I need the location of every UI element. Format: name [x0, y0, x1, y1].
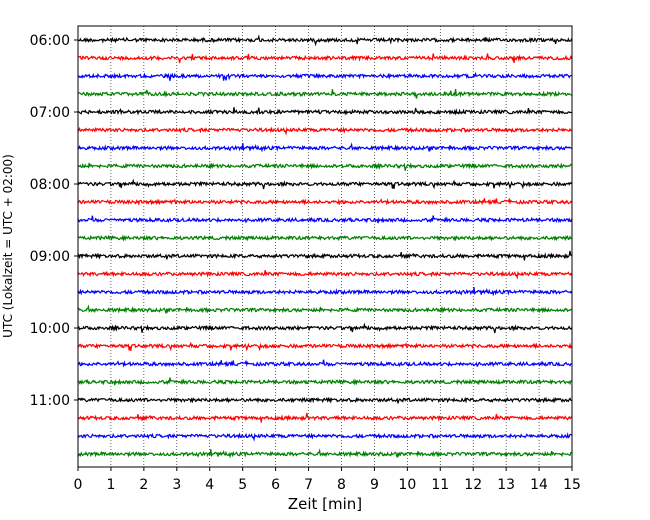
trace-line — [77, 322, 573, 334]
x-axis-ticks: 0 1 2 3 4 5 6 7 8 9 10 11 12 13 14 15 — [74, 467, 581, 493]
x-tick-label: 15 — [563, 477, 581, 493]
trace-line — [77, 34, 573, 47]
y-tick-label: 07:00 — [30, 105, 70, 121]
y-axis-label: UTC (Lokalzeit = UTC + 02:00) — [1, 154, 15, 338]
trace-line — [77, 53, 573, 64]
trace-line — [77, 432, 572, 442]
trace-line — [77, 215, 573, 224]
trace-line — [77, 287, 573, 297]
trace-line — [77, 448, 572, 459]
y-tick-label: 08:00 — [30, 177, 70, 193]
x-tick-label: 10 — [398, 477, 416, 493]
trace-line — [77, 142, 572, 153]
plot-background — [78, 26, 572, 467]
trace-line — [77, 250, 573, 261]
trace-line — [77, 162, 572, 171]
y-tick-label: 10:00 — [30, 321, 70, 337]
x-tick-label: 2 — [139, 477, 148, 493]
trace-line — [77, 197, 573, 206]
trace-line — [77, 89, 572, 99]
x-tick-label: 6 — [271, 477, 280, 493]
x-axis-label: Zeit [min] — [288, 495, 362, 513]
trace-line — [77, 304, 572, 314]
x-tick-label: 3 — [172, 477, 181, 493]
trace-line — [77, 107, 572, 116]
trace-line — [77, 359, 572, 368]
seismic-traces — [77, 34, 573, 459]
x-tick-label: 13 — [497, 477, 515, 493]
y-tick-label: 06:00 — [30, 33, 70, 49]
x-tick-label: 9 — [370, 477, 379, 493]
x-tick-label: 11 — [431, 477, 449, 493]
trace-line — [77, 269, 573, 280]
x-tick-label: 4 — [205, 477, 214, 493]
trace-line — [77, 71, 572, 81]
trace-line — [77, 126, 572, 136]
x-tick-label: 0 — [74, 477, 83, 493]
x-tick-label: 5 — [238, 477, 247, 493]
y-axis-ticks: 06:00 07:00 08:00 09:00 10:00 11:00 — [30, 33, 78, 409]
trace-line — [77, 396, 572, 404]
trace-line — [77, 377, 572, 386]
trace-line — [77, 178, 573, 190]
plot-frame — [77, 25, 573, 468]
y-tick-label: 09:00 — [30, 249, 70, 265]
trace-line — [77, 341, 573, 352]
x-tick-label: 14 — [530, 477, 548, 493]
x-tick-label: 7 — [304, 477, 313, 493]
trace-line — [77, 412, 573, 423]
x-tick-label: 8 — [337, 477, 346, 493]
y-tick-label: 11:00 — [30, 393, 70, 409]
trace-line — [78, 234, 572, 242]
x-tick-label: 12 — [464, 477, 482, 493]
x-tick-label: 1 — [106, 477, 115, 493]
